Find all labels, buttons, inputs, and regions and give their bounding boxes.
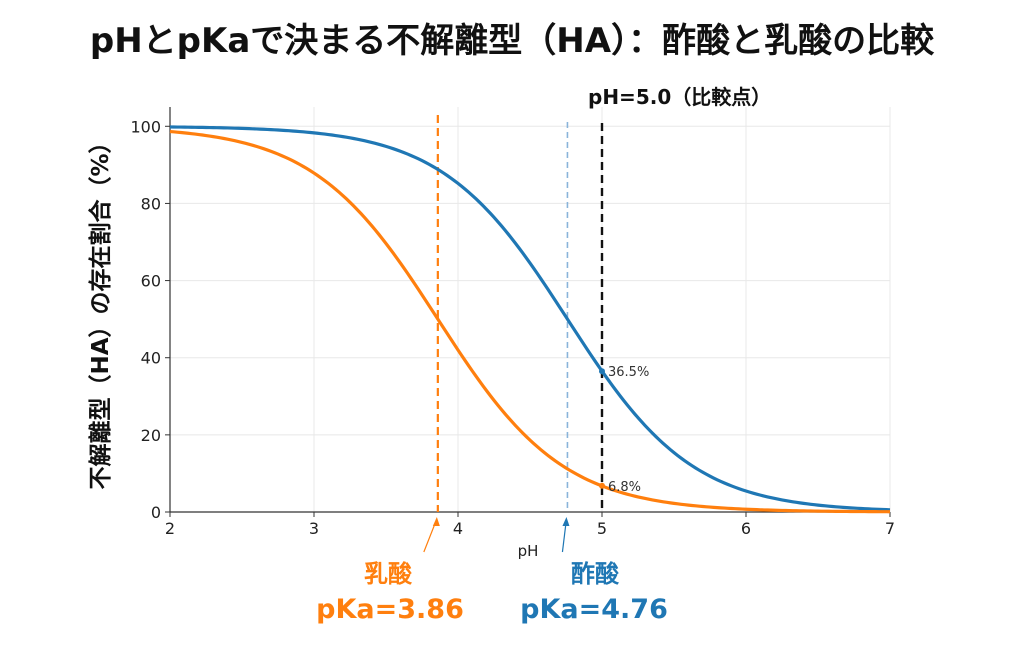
x-tick-label-7: 7: [885, 519, 895, 538]
annotations: 36.5% 6.8%: [599, 365, 649, 495]
vertical-lines: pH=5.0（比較点）: [436, 85, 771, 512]
grid: [169, 107, 891, 513]
annotation-label-1: 6.8%: [608, 480, 641, 495]
callout-arrowhead-0: [432, 517, 440, 526]
series-line-0: [169, 125, 891, 512]
series-line-1: [169, 129, 891, 514]
callout-arrowhead-1: [562, 517, 570, 526]
x-tick-label-6: 6: [741, 519, 751, 538]
annotation-marker-0: [599, 368, 605, 375]
callout-name-0: 乳酸: [364, 560, 413, 588]
annotation-label-0: 36.5%: [608, 365, 649, 380]
y-axis-label: 不解離型（HA）の存在割合（%）: [87, 130, 114, 489]
callout-name-1: 酢酸: [571, 560, 620, 588]
y-tick-label-80: 80: [141, 194, 161, 213]
y-tick-label-20: 20: [141, 426, 161, 445]
callout-pka-1: pKa=4.76: [520, 594, 668, 625]
annotation-marker-1: [599, 482, 605, 489]
vline-label-reference-ph: pH=5.0（比較点）: [588, 85, 771, 109]
axes: 2 3 4 5 6 7 0 20 40 60 80 100: [130, 107, 895, 538]
x-tick-label-5: 5: [597, 519, 607, 538]
y-tick-label-60: 60: [141, 272, 161, 291]
x-tick-label-2: 2: [165, 519, 175, 538]
callouts: 乳酸 pKa=3.86 酢酸 pKa=4.76: [316, 517, 668, 625]
series: [169, 125, 891, 514]
callout-pka-0: pKa=3.86: [316, 594, 464, 625]
x-tick-label-3: 3: [309, 519, 319, 538]
chart-title: pHとpKaで決まる不解離型（HA）：酢酸と乳酸の比較: [90, 21, 935, 61]
y-tick-label-0: 0: [151, 503, 161, 522]
x-axis-label: pH: [518, 542, 539, 560]
y-tick-label-40: 40: [141, 349, 161, 368]
y-tick-label-100: 100: [130, 117, 161, 136]
x-tick-label-4: 4: [453, 519, 463, 538]
